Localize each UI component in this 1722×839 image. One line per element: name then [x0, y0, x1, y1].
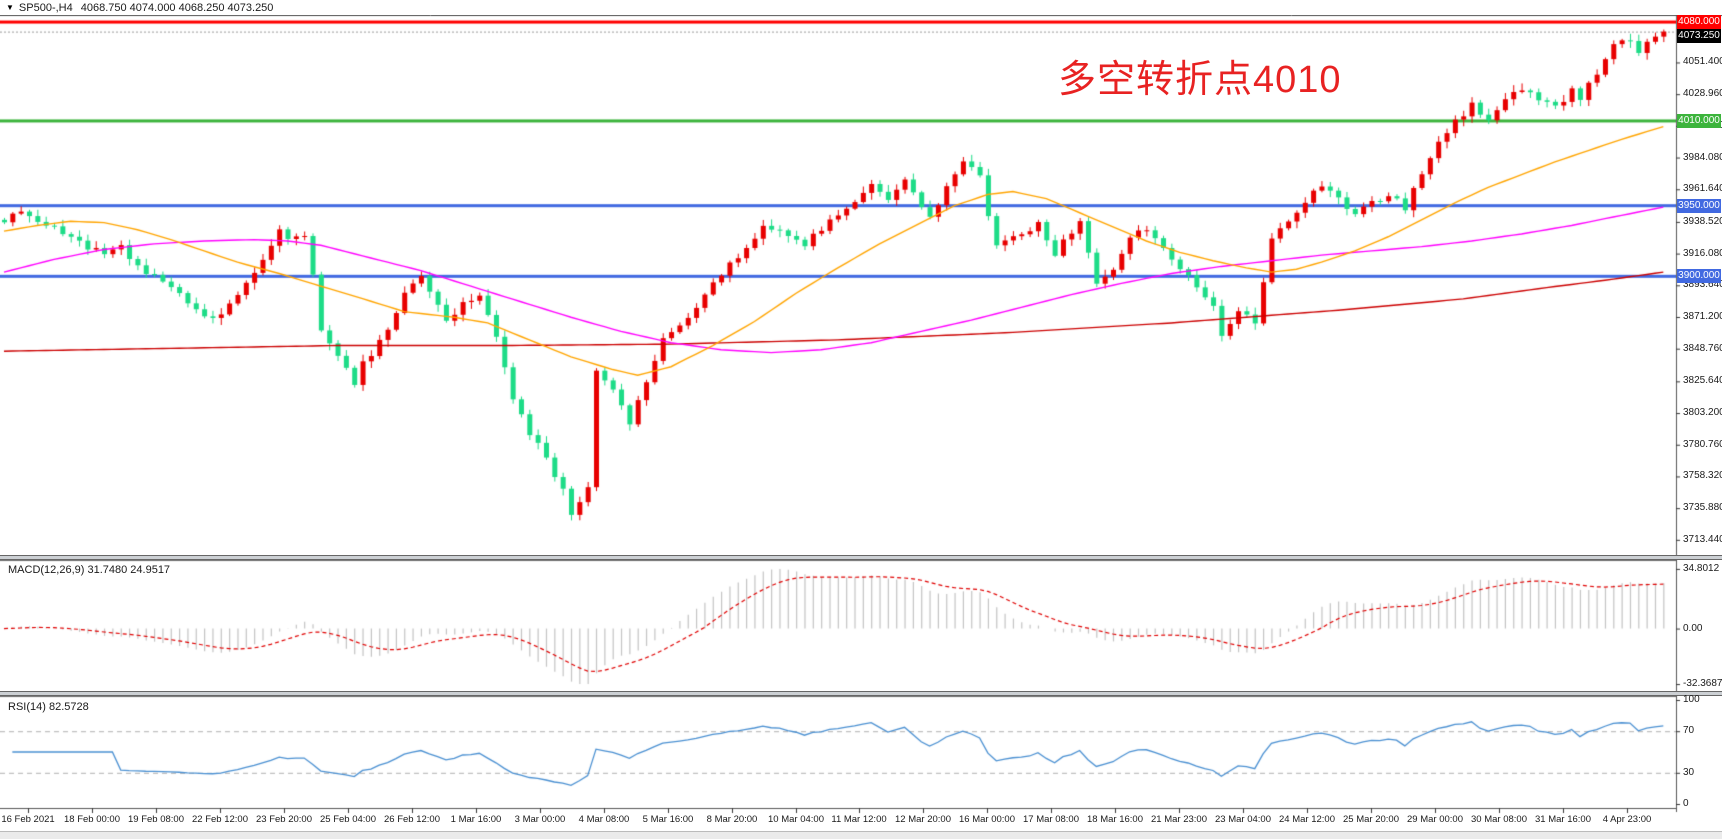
- price-level-label: 3950.000: [1677, 198, 1721, 213]
- price-level-label: 4073.250: [1677, 29, 1721, 44]
- price-level-label: 3900.000: [1677, 269, 1721, 284]
- macd-axis-max: 34.8012: [1683, 562, 1720, 574]
- rsi-axis[interactable]: 100 70 30 0: [1676, 694, 1722, 809]
- time-axis-label: 25 Mar 20:00: [1343, 814, 1399, 825]
- panel-splitter-rsi[interactable]: [0, 691, 1722, 696]
- time-axis-label: 11 Mar 12:00: [831, 814, 887, 825]
- time-axis-label: 18 Mar 16:00: [1087, 814, 1143, 825]
- price-tick-label: 3780.760: [1683, 438, 1722, 450]
- price-tick-label: 3758.320: [1683, 470, 1722, 482]
- chart-title-bar: ▼ SP500-,H4 4068.750 4074.000 4068.250 4…: [0, 0, 1722, 15]
- price-tick-label: 3984.080: [1683, 151, 1722, 163]
- time-axis-label: 21 Mar 23:00: [1151, 814, 1207, 825]
- time-axis-label: 29 Mar 00:00: [1407, 814, 1463, 825]
- time-axis-label: 4 Mar 08:00: [578, 814, 630, 825]
- annotation-text: 多空转折点4010: [1058, 59, 1342, 101]
- rsi-axis-label: 100: [1683, 694, 1700, 705]
- time-axis-label: 19 Feb 08:00: [128, 814, 184, 825]
- bottom-scroll-strip[interactable]: [0, 831, 1722, 839]
- time-axis[interactable]: 16 Feb 2021 18 Feb 00:00 19 Feb 08:00 22 Fe…: [0, 810, 1676, 831]
- chart-ohlc-readout: 4068.750 4074.000 4068.250 4073.250: [80, 1, 274, 14]
- panel-splitter-macd[interactable]: [0, 555, 1722, 560]
- time-axis-label: 25 Feb 04:00: [320, 814, 376, 825]
- price-tick-label: 3871.200: [1683, 310, 1722, 322]
- time-axis-label: 16 Mar 00:00: [959, 814, 1015, 825]
- time-axis-label: 18 Feb 00:00: [64, 814, 120, 825]
- macd-axis[interactable]: 34.8012 0.00 -32.3687: [1676, 560, 1722, 692]
- time-axis-label: 8 Mar 20:00: [706, 814, 758, 825]
- price-level-label: 4010.000: [1677, 113, 1721, 128]
- time-axis-label: 17 Mar 08:00: [1023, 814, 1079, 825]
- price-tick-label: 3961.640: [1683, 183, 1722, 195]
- price-axis[interactable]: 4051.4004028.9604006.5203984.0803961.640…: [1676, 15, 1722, 556]
- macd-axis-min: -32.3687: [1683, 678, 1722, 690]
- macd-axis-zero: 0.00: [1683, 622, 1703, 634]
- price-tick-label: 3848.760: [1683, 342, 1722, 354]
- time-axis-label: 1 Mar 16:00: [450, 814, 502, 825]
- time-axis-label: 26 Feb 12:00: [384, 814, 440, 825]
- time-axis-label: 24 Mar 12:00: [1279, 814, 1335, 825]
- price-tick-label: 3938.520: [1683, 215, 1722, 227]
- macd-indicator-label: MACD(12,26,9) 31.7480 24.9517: [8, 564, 171, 576]
- price-tick-label: 3803.200: [1683, 407, 1722, 419]
- price-tick-label: 3713.440: [1683, 533, 1722, 545]
- price-tick-label: 3893.640: [1683, 279, 1722, 291]
- time-axis-label: 23 Mar 04:00: [1215, 814, 1271, 825]
- time-axis-label: 16 Feb 2021: [1, 814, 55, 825]
- rsi-axis-label: 70: [1683, 725, 1695, 737]
- price-level-label: 4080.000: [1677, 15, 1721, 30]
- price-tick-label: 3735.880: [1683, 502, 1722, 514]
- price-tick-label: 3825.640: [1683, 375, 1722, 387]
- time-axis-label: 5 Mar 16:00: [642, 814, 694, 825]
- time-axis-label: 22 Feb 12:00: [192, 814, 248, 825]
- rsi-indicator-label: RSI(14) 82.5728: [8, 701, 89, 713]
- price-tick-label: 3916.080: [1683, 247, 1722, 259]
- rsi-axis-label: 0: [1683, 798, 1689, 809]
- price-tick-label: 4051.400: [1683, 56, 1722, 68]
- time-axis-label: 23 Feb 20:00: [256, 814, 312, 825]
- time-axis-label: 4 Apr 23:00: [1602, 814, 1652, 825]
- time-axis-label: 30 Mar 08:00: [1471, 814, 1527, 825]
- time-axis-label: 31 Mar 16:00: [1535, 814, 1591, 825]
- price-tick-label: 4028.960: [1683, 88, 1722, 100]
- time-axis-label: 12 Mar 20:00: [895, 814, 951, 825]
- time-axis-label: 10 Mar 04:00: [768, 814, 824, 825]
- chart-symbol-timeframe: SP500-,H4: [18, 1, 73, 14]
- symbol-dropdown-icon[interactable]: ▼: [6, 3, 14, 12]
- time-axis-label: 3 Mar 00:00: [514, 814, 566, 825]
- rsi-axis-label: 30: [1683, 766, 1695, 778]
